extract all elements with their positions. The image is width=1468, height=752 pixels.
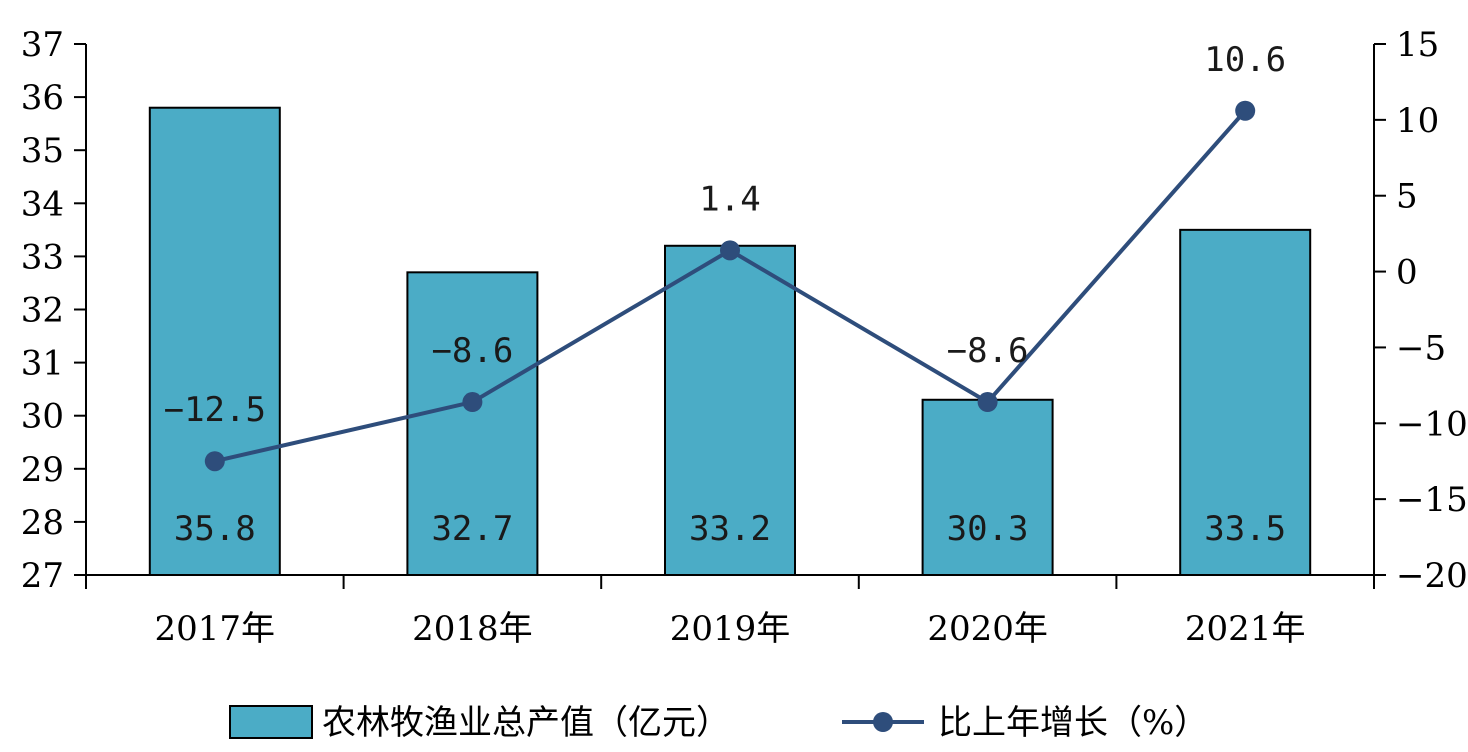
legend-bar-swatch — [229, 705, 313, 739]
category-label-4: 2021年 — [1185, 609, 1306, 649]
category-label-3: 2020年 — [927, 609, 1048, 649]
category-label-1: 2018年 — [412, 609, 533, 649]
right-tick-label-2: −10 — [1396, 404, 1468, 444]
right-tick-label-4: 0 — [1396, 253, 1418, 293]
left-tick-label-2: 29 — [21, 450, 64, 490]
right-tick-label-1: −15 — [1396, 480, 1468, 520]
right-tick-label-6: 10 — [1396, 101, 1439, 141]
left-tick-label-1: 28 — [21, 503, 64, 543]
left-tick-label-7: 34 — [21, 184, 64, 224]
data-labels-layer: 35.8 32.7 33.2 30.3 33.5 −12.5 −8.6 1.4 −8.6 10.6 — [164, 40, 1287, 549]
category-label-2: 2019年 — [670, 609, 791, 649]
left-tick-label-8: 35 — [21, 131, 64, 171]
left-tick-label-10: 37 — [21, 25, 64, 65]
growth-point-2 — [720, 240, 740, 261]
bar-value-label-1: 32.7 — [431, 509, 513, 549]
axes-layer: 27 28 29 30 31 32 33 34 35 36 37 −20 −15 −10 −5 0 5 10 15 2… — [21, 25, 1468, 649]
growth-value-label-4: 10.6 — [1204, 40, 1286, 80]
growth-point-0 — [204, 451, 225, 472]
bar-value-label-3: 30.3 — [947, 509, 1029, 549]
bar-value-label-0: 35.8 — [174, 509, 256, 549]
right-tick-label-5: 5 — [1396, 177, 1418, 217]
right-tick-label-0: −20 — [1396, 556, 1468, 596]
bar-value-label-4: 33.5 — [1204, 509, 1286, 549]
growth-point-1 — [462, 392, 483, 413]
category-label-0: 2017年 — [155, 609, 276, 649]
bar-value-label-2: 33.2 — [689, 509, 771, 549]
bar-1 — [406, 271, 539, 576]
growth-line-layer — [204, 100, 1256, 472]
growth-value-label-0: −12.5 — [164, 390, 266, 430]
growth-value-label-1: −8.6 — [431, 331, 513, 371]
bars-layer — [148, 106, 1312, 576]
legend: 农林牧渔业总产值（亿元） 比上年增长（%） — [229, 703, 1208, 743]
left-tick-label-3: 30 — [21, 397, 64, 437]
right-tick-label-3: −5 — [1396, 328, 1446, 368]
growth-point-4 — [1235, 100, 1256, 121]
right-tick-label-7: 15 — [1396, 25, 1439, 65]
bar-0 — [148, 106, 281, 576]
bar-4 — [1179, 228, 1312, 576]
left-tick-label-6: 33 — [21, 237, 64, 277]
growth-value-label-2: 1.4 — [699, 179, 760, 219]
growth-point-3 — [977, 392, 998, 413]
bar-2 — [664, 244, 796, 576]
legend-line-marker — [873, 712, 893, 732]
left-tick-label-0: 27 — [21, 556, 64, 596]
left-tick-label-4: 31 — [21, 344, 64, 384]
left-tick-label-9: 36 — [21, 78, 64, 118]
legend-line-label: 比上年增长（%） — [938, 703, 1208, 743]
growth-value-label-3: −8.6 — [947, 331, 1029, 371]
legend-bar-label: 农林牧渔业总产值（亿元） — [322, 703, 730, 743]
left-tick-label-5: 32 — [21, 291, 64, 331]
